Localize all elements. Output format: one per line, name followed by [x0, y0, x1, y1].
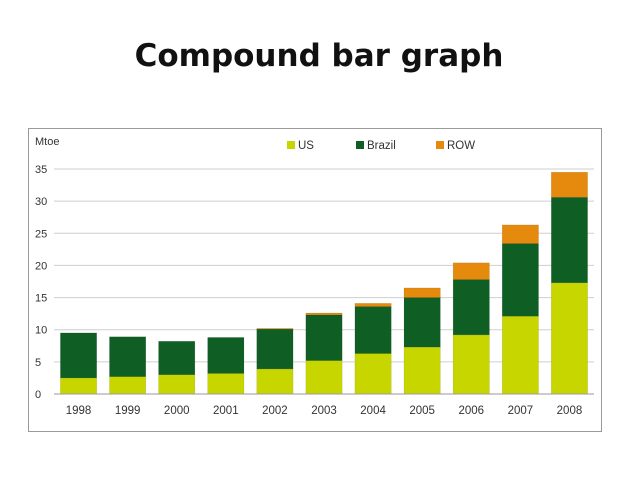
y-tick-label: 35	[35, 164, 47, 176]
bar-row-2002	[256, 328, 294, 330]
bar-us-2007	[501, 315, 539, 395]
bar-row-2006	[452, 262, 490, 280]
bar-brazil-2003	[305, 314, 343, 361]
x-tick-label: 2004	[360, 405, 386, 417]
x-tick-label: 2006	[458, 405, 484, 417]
bar-us-2004	[354, 353, 392, 395]
bar-brazil-1999	[109, 336, 147, 377]
x-tick-label: 2000	[164, 405, 190, 417]
y-tick-label: 10	[35, 325, 47, 337]
x-tick-label: 2001	[213, 405, 239, 417]
chart-frame: 0 5 10 15 20 25 30 35 Mtoe 1998 1999 2000 2001 2002 20…	[28, 128, 602, 432]
bar-row-2008	[551, 171, 588, 198]
bar-us-2001	[207, 373, 245, 395]
bar-brazil-2002	[256, 328, 294, 370]
bar-brazil-2004	[354, 306, 392, 354]
y-tick-label: 15	[35, 293, 47, 305]
y-tick-label: 0	[35, 389, 41, 401]
legend-label-brazil: Brazil	[367, 140, 396, 152]
bar-us-2005	[403, 346, 441, 395]
bar-us-2003	[305, 360, 343, 395]
y-axis-unit-label: Mtoe	[35, 136, 59, 148]
bar-us-2006	[452, 334, 490, 395]
bar-row-2004	[354, 303, 392, 307]
x-tick-label: 2005	[409, 405, 435, 417]
y-tick-label: 25	[35, 228, 47, 240]
bar-us-2000	[158, 374, 196, 395]
bar-brazil-2007	[501, 243, 539, 317]
y-tick-label: 30	[35, 196, 47, 208]
bar-brazil-2006	[452, 279, 490, 336]
legend-swatch-brazil	[356, 141, 364, 149]
y-tick-label: 5	[35, 357, 41, 369]
bar-us-2008	[551, 282, 588, 395]
x-tick-label: 2002	[262, 405, 288, 417]
legend-swatch-us	[287, 141, 295, 149]
x-tick-label: 2007	[508, 405, 534, 417]
legend-label-us: US	[298, 140, 314, 152]
bar-brazil-2000	[158, 341, 196, 375]
bar-row-2007	[501, 224, 539, 244]
bar-layer	[60, 171, 588, 395]
bar-brazil-2005	[403, 297, 441, 348]
legend-label-row: ROW	[447, 140, 475, 152]
bar-row-2005	[403, 287, 441, 298]
legend: US Brazil ROW	[287, 140, 475, 152]
bar-us-2002	[256, 368, 294, 395]
x-tick-label: 1998	[66, 405, 92, 417]
bar-us-1999	[109, 376, 147, 395]
x-tick-label: 1999	[115, 405, 141, 417]
bar-brazil-2001	[207, 337, 245, 374]
x-tick-label: 2003	[311, 405, 337, 417]
bar-brazil-2008	[551, 197, 588, 284]
bar-brazil-1998	[60, 332, 97, 379]
bar-row-2003	[305, 312, 343, 316]
slide-title: Compound bar graph	[134, 38, 504, 74]
x-tick-label: 2008	[557, 405, 583, 417]
axis-layer: 0 5 10 15 20 25 30 35 Mtoe 1998 1999 2000 2001 2002 20…	[35, 136, 594, 417]
y-tick-label: 20	[35, 260, 47, 272]
bar-us-1998	[60, 377, 97, 395]
legend-swatch-row	[436, 141, 444, 149]
stacked-bar-chart: 0 5 10 15 20 25 30 35 Mtoe 1998 1999 2000 2001 2002 20…	[35, 136, 594, 417]
